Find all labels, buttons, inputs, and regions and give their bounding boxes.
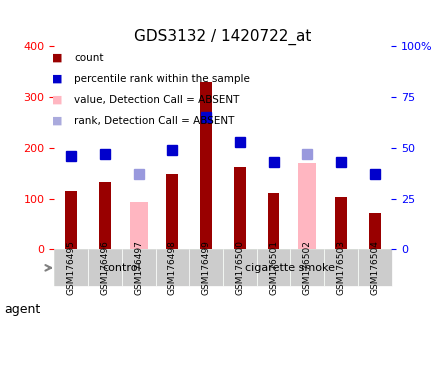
- Text: GSM176500: GSM176500: [235, 240, 244, 295]
- FancyBboxPatch shape: [223, 249, 256, 286]
- Bar: [368, 213, 380, 249]
- Text: GSM176499: GSM176499: [201, 240, 210, 295]
- FancyBboxPatch shape: [88, 249, 122, 286]
- Text: GSM176495: GSM176495: [66, 240, 76, 295]
- Text: control: control: [102, 263, 141, 273]
- Bar: [200, 82, 211, 249]
- Title: GDS3132 / 1420722_at: GDS3132 / 1420722_at: [134, 28, 311, 45]
- Text: ■: ■: [52, 53, 62, 63]
- Bar: [233, 167, 245, 249]
- Text: ■: ■: [52, 116, 62, 126]
- Bar: [166, 174, 178, 249]
- Text: cigarette smoke: cigarette smoke: [245, 263, 335, 273]
- Text: GSM176497: GSM176497: [134, 240, 143, 295]
- Text: ■: ■: [52, 95, 62, 105]
- Text: agent: agent: [4, 303, 40, 316]
- FancyBboxPatch shape: [54, 249, 189, 286]
- Bar: [267, 194, 279, 249]
- FancyBboxPatch shape: [122, 249, 155, 286]
- FancyBboxPatch shape: [256, 249, 290, 286]
- Text: GSM176498: GSM176498: [168, 240, 177, 295]
- Bar: [334, 197, 346, 249]
- Text: GSM176502: GSM176502: [302, 240, 311, 295]
- Text: GSM176501: GSM176501: [268, 240, 277, 295]
- Bar: [99, 182, 111, 249]
- FancyBboxPatch shape: [54, 249, 88, 286]
- FancyBboxPatch shape: [155, 249, 189, 286]
- Text: GSM176504: GSM176504: [369, 240, 378, 295]
- FancyBboxPatch shape: [189, 249, 223, 286]
- FancyBboxPatch shape: [290, 249, 323, 286]
- FancyBboxPatch shape: [189, 249, 391, 286]
- Text: GSM176496: GSM176496: [100, 240, 109, 295]
- Text: GSM176503: GSM176503: [335, 240, 345, 295]
- Bar: [298, 163, 316, 249]
- Text: ■: ■: [52, 74, 62, 84]
- Text: percentile rank within the sample: percentile rank within the sample: [74, 74, 249, 84]
- Bar: [65, 191, 77, 249]
- Text: value, Detection Call = ABSENT: value, Detection Call = ABSENT: [74, 95, 239, 105]
- FancyBboxPatch shape: [357, 249, 391, 286]
- FancyBboxPatch shape: [323, 249, 357, 286]
- Bar: [129, 202, 147, 249]
- Text: rank, Detection Call = ABSENT: rank, Detection Call = ABSENT: [74, 116, 234, 126]
- Text: count: count: [74, 53, 103, 63]
